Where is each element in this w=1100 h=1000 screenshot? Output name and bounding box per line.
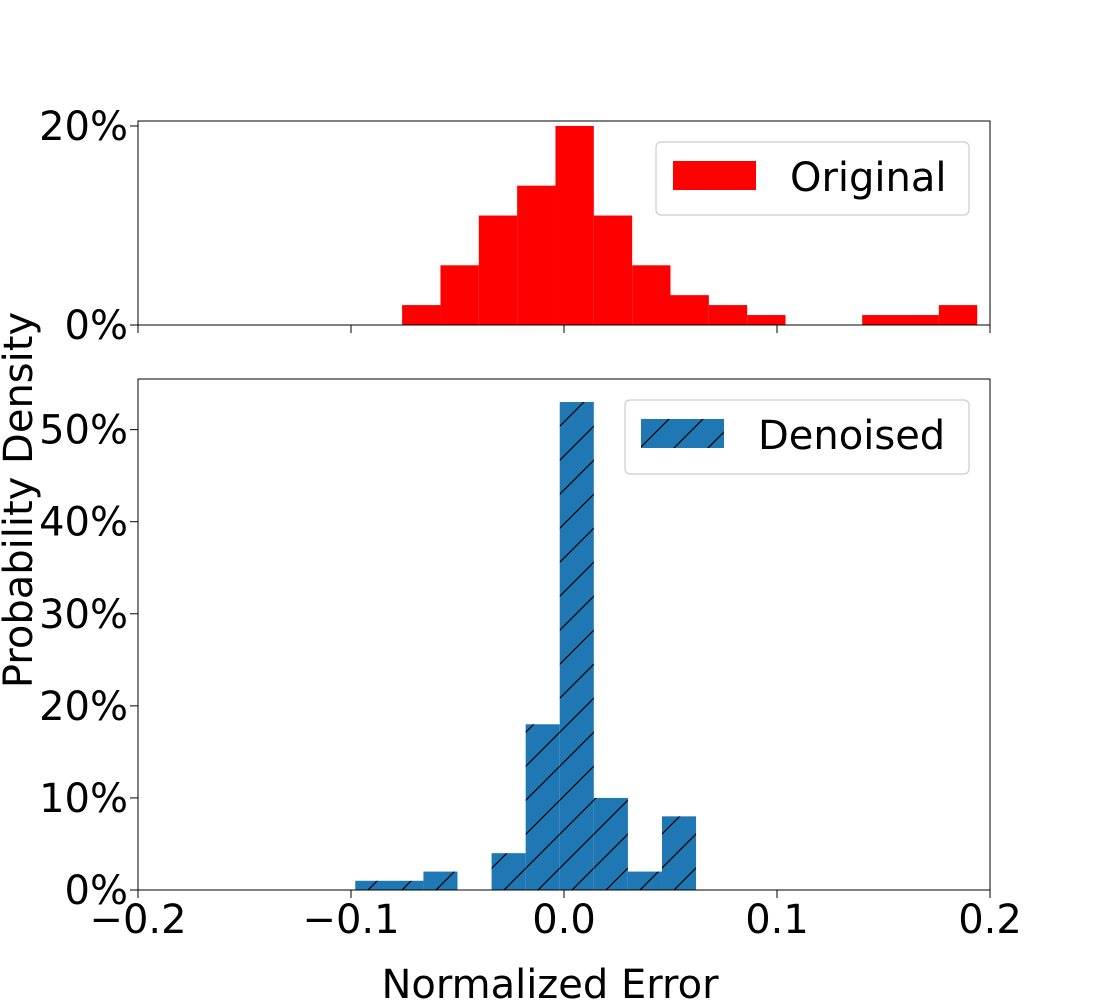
bottom-x-ticks: −0.2 −0.1 0.0 0.1 0.2 <box>89 890 1022 943</box>
y-tick-label: 0% <box>65 868 128 914</box>
x-tick-label: 0.0 <box>532 897 596 943</box>
original-bar-10 <box>862 315 939 325</box>
original-bars <box>402 125 978 325</box>
denoised-bar-2 <box>491 853 526 890</box>
denoised-bars <box>355 402 697 890</box>
original-bar-9 <box>747 315 786 325</box>
denoised-bar-6 <box>627 871 662 890</box>
top-y-ticks: 0% 20% <box>39 104 138 349</box>
legend-box <box>624 399 970 475</box>
original-bar-0 <box>402 305 441 325</box>
y-tick-label: 0% <box>65 303 128 349</box>
top-panel: 0% 20% Original <box>39 104 991 349</box>
original-bar-8 <box>708 305 748 325</box>
denoised-bar-7 <box>661 816 697 890</box>
original-bar-4 <box>555 125 594 325</box>
legend-label-denoised: Denoised <box>758 413 945 459</box>
original-bar-1 <box>440 265 479 325</box>
y-tick-label: 20% <box>39 104 128 150</box>
denoised-bar-4 <box>559 402 594 890</box>
denoised-bar-0 <box>355 880 424 890</box>
x-tick-label: 0.1 <box>745 897 809 943</box>
denoised-bar-3 <box>525 724 560 890</box>
bottom-panel: 0% 10% 20% 30% 40% 50% −0.2 −0.1 0.0 0.1 0.2 Deno… <box>39 378 1022 943</box>
y-tick-label: 20% <box>39 684 128 730</box>
bottom-y-ticks: 0% 10% 20% 30% 40% 50% <box>39 408 138 914</box>
original-bar-6 <box>632 265 671 325</box>
legend-swatch-original <box>673 161 756 190</box>
top-x-ticks <box>137 325 991 333</box>
y-tick-label: 10% <box>39 776 128 822</box>
original-bar-5 <box>593 215 633 325</box>
x-axis-label: Normalized Error <box>381 962 719 1000</box>
denoised-bar-1 <box>423 871 458 890</box>
original-bar-7 <box>670 295 709 325</box>
legend-label-original: Original <box>790 155 947 201</box>
legend-swatch-denoised <box>641 419 724 448</box>
denoised-bar-5 <box>593 797 628 890</box>
y-tick-label: 40% <box>39 500 128 546</box>
legend-original: Original <box>655 141 970 216</box>
x-tick-label: 0.2 <box>958 897 1022 943</box>
y-tick-label: 30% <box>39 592 128 638</box>
original-bar-2 <box>478 215 518 325</box>
y-tick-label: 50% <box>39 408 128 454</box>
y-axis-label: Probability Density <box>0 312 42 688</box>
legend-box <box>655 141 970 216</box>
original-bar-3 <box>517 185 556 325</box>
x-tick-label: −0.2 <box>89 897 186 943</box>
legend-denoised: Denoised <box>624 399 970 475</box>
original-bar-11 <box>938 305 978 325</box>
x-tick-label: −0.1 <box>302 897 399 943</box>
